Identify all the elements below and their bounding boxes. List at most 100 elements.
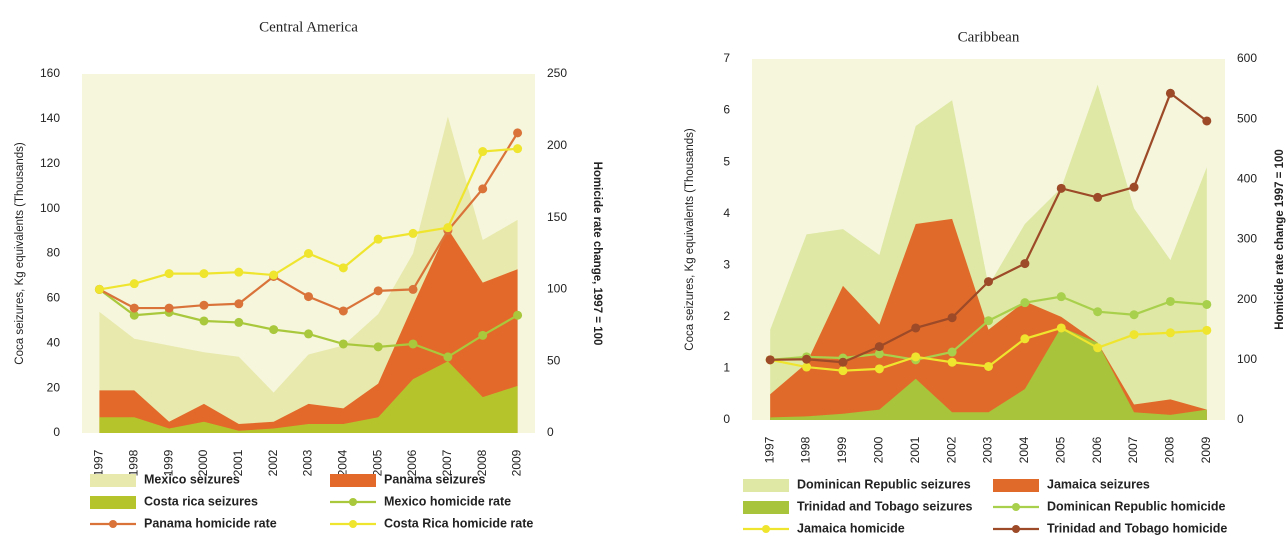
point [513, 310, 523, 320]
point [1165, 88, 1175, 98]
legend-swatch [743, 501, 789, 514]
y-tick-label: 0 [723, 412, 730, 426]
y2-tick-label: 500 [1237, 111, 1257, 125]
y-axis-label: Coca seizures, Kg equivalents (Thousands… [684, 128, 696, 351]
point [338, 263, 348, 273]
point [443, 352, 453, 362]
point [304, 249, 313, 258]
point [478, 184, 488, 194]
point [947, 313, 957, 323]
point [269, 270, 279, 280]
x-tick-label: 2002 [266, 449, 280, 476]
legend-label: Costa Rica homicide rate [384, 516, 533, 530]
x-tick-label: 1999 [835, 436, 849, 463]
point [1202, 116, 1212, 126]
point [443, 223, 453, 233]
point [1129, 182, 1139, 192]
point [338, 339, 348, 349]
point [513, 144, 523, 154]
y-tick-label: 60 [47, 291, 61, 305]
x-tick-label: 2005 [370, 449, 384, 476]
point [373, 286, 383, 296]
x-tick-label: 2000 [196, 449, 210, 476]
legend-label: Panama seizures [384, 472, 485, 486]
y2-tick-label: 200 [1237, 292, 1257, 306]
y-tick-label: 160 [40, 66, 60, 80]
x-tick-label: 2001 [908, 436, 922, 463]
legend-label: Dominican Republic homicide [1047, 499, 1226, 513]
y-tick-label: 140 [40, 111, 60, 125]
point [478, 330, 488, 340]
point [199, 300, 209, 310]
point [199, 269, 209, 279]
y2-axis-label: Homicide rate change, 1997 = 100 [591, 162, 603, 346]
point [874, 342, 884, 352]
point [94, 284, 104, 294]
y-tick-label: 120 [40, 156, 60, 170]
x-tick-label: 1998 [799, 436, 813, 463]
x-tick-label: 1998 [126, 449, 140, 476]
point [408, 228, 418, 238]
point [199, 316, 209, 326]
point [947, 347, 957, 357]
point [373, 342, 383, 352]
point [513, 128, 523, 138]
x-tick-label: 2007 [440, 449, 454, 476]
y2-tick-label: 400 [1237, 172, 1257, 186]
point [1020, 259, 1030, 269]
point [802, 354, 812, 364]
x-tick-label: 2006 [405, 449, 419, 476]
x-tick-label: 2009 [510, 449, 524, 476]
point [765, 355, 775, 365]
point [838, 357, 848, 367]
chart-title: Central America [259, 19, 358, 35]
legend-label: Panama homicide rate [144, 516, 277, 530]
legend-point [762, 525, 770, 533]
point [874, 364, 884, 374]
x-tick-label: 2003 [981, 436, 995, 463]
area [99, 361, 518, 433]
legend-point [1012, 525, 1020, 533]
x-tick-label: 2002 [944, 436, 958, 463]
y-tick-label: 80 [47, 246, 61, 260]
y-tick-label: 100 [40, 201, 60, 215]
legend-point [1012, 503, 1020, 511]
point [1202, 299, 1212, 309]
point [911, 352, 921, 362]
point [984, 361, 993, 371]
legend-label: Trinidad and Tobago seizures [797, 499, 973, 513]
point [984, 277, 993, 287]
x-tick-label: 2004 [1017, 436, 1031, 463]
legend-point [349, 498, 357, 506]
y-tick-label: 40 [47, 335, 61, 349]
point [1093, 192, 1103, 202]
point [129, 310, 139, 320]
point [408, 284, 418, 294]
point [304, 292, 313, 302]
y2-tick-label: 150 [547, 210, 567, 224]
point [911, 323, 921, 333]
y2-tick-label: 600 [1237, 51, 1257, 65]
point [1020, 298, 1030, 308]
y2-tick-label: 50 [547, 353, 561, 367]
point [129, 279, 139, 289]
chart-title: Caribbean [958, 29, 1020, 45]
y2-tick-label: 300 [1237, 232, 1257, 246]
point [1056, 292, 1066, 302]
legend-label: Costa rica seizures [144, 494, 258, 508]
x-tick-label: 2001 [231, 449, 245, 476]
x-tick-label: 2008 [1163, 436, 1177, 463]
point [984, 316, 993, 326]
y2-axis-label: Homicide rate change 1997 = 100 [1274, 149, 1286, 330]
point [304, 329, 313, 339]
point [1165, 296, 1175, 306]
y-tick-label: 2 [723, 309, 730, 323]
point [478, 147, 488, 157]
y-tick-label: 7 [723, 51, 730, 65]
legend-swatch [330, 474, 376, 487]
legend-point [349, 520, 357, 528]
legend-label: Jamaica homicide [797, 521, 905, 535]
y-tick-label: 1 [723, 361, 730, 375]
y2-tick-label: 200 [547, 138, 567, 152]
x-tick-label: 2007 [1126, 436, 1140, 463]
